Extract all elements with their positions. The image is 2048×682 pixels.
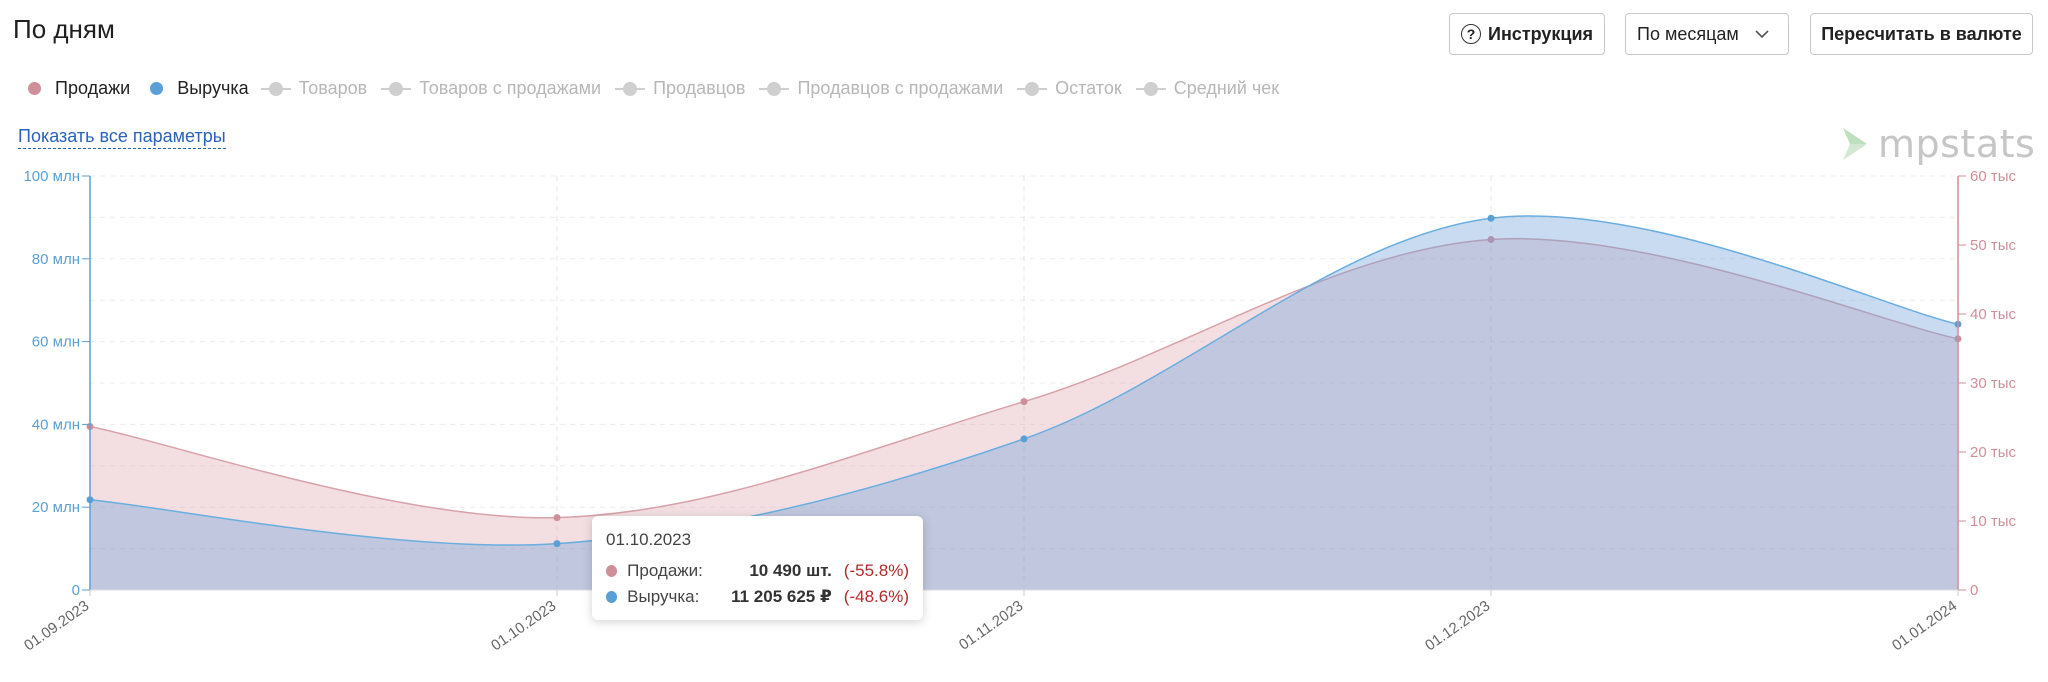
y-right-tick-label: 30 тыс — [1970, 375, 2017, 392]
series-line-revenue — [89, 215, 1959, 546]
chart-legend: Продажи Выручка Товаров Товаров с продаж… — [28, 78, 1293, 99]
tooltip-row-revenue: Выручка: 11 205 625 ₽ (-48.6%) — [606, 584, 909, 610]
tooltip-date: 01.10.2023 — [606, 530, 692, 549]
legend-item-products[interactable]: Товаров — [260, 78, 368, 99]
legend-dot — [150, 82, 164, 95]
tooltip-label: Выручка: — [627, 587, 700, 606]
legend-item-sales[interactable]: Продажи — [28, 78, 130, 99]
tooltip-row-sales: Продажи: 10 490 шт. (-55.8%) — [606, 558, 909, 584]
legend-item-average-check[interactable]: Средний чек — [1135, 78, 1280, 99]
mpstats-logo-icon — [1843, 128, 1867, 160]
legend-item-sellers-with-sales[interactable]: Продавцов с продажами — [759, 78, 1003, 99]
period-select-value: По месяцам — [1637, 23, 1739, 44]
tooltip-change: (-55.8%) — [843, 561, 909, 580]
y-right-tick-label: 10 тыс — [1970, 513, 2017, 530]
data-point-revenue — [1020, 435, 1028, 443]
legend-label: Продажи — [55, 78, 131, 98]
y-left-tick-label: 20 млн — [32, 499, 80, 516]
instruction-button[interactable]: ? Инструкция — [1449, 13, 1605, 55]
currency-convert-button[interactable]: Пересчитать в валюте — [1810, 13, 2033, 55]
y-left-tick-label: 100 млн — [23, 168, 80, 185]
legend-inactive-icon — [1135, 81, 1166, 96]
tooltip-dot — [606, 565, 618, 577]
y-left-tick-label: 80 млн — [32, 251, 80, 268]
legend-label: Остаток — [1055, 78, 1122, 98]
show-all-params-link[interactable]: Показать все параметры — [18, 126, 226, 149]
question-icon: ? — [1461, 24, 1481, 44]
chevron-down-icon — [1755, 30, 1769, 39]
legend-label: Продавцов с продажами — [797, 78, 1004, 98]
y-left-tick-label: 40 млн — [32, 416, 80, 433]
y-right-tick-label: 40 тыс — [1970, 306, 2017, 323]
data-point-revenue — [1487, 214, 1495, 222]
y-left-tick-label: 60 млн — [32, 334, 80, 351]
x-tick-label: 01.09.2023 — [21, 597, 92, 654]
y-right-tick-label: 60 тыс — [1970, 168, 2017, 185]
data-point-sales — [553, 514, 561, 522]
legend-inactive-icon — [1017, 81, 1048, 96]
tooltip-value: 10 490 шт. — [749, 561, 832, 580]
x-tick-label: 01.01.2024 — [1889, 597, 1960, 654]
tooltip-change: (-48.6%) — [843, 587, 909, 606]
legend-label: Товаров с продажами — [419, 78, 602, 98]
legend-label: Товаров — [298, 78, 368, 98]
legend-label: Средний чек — [1173, 78, 1280, 98]
mpstats-logo: mpstats — [1840, 122, 2035, 166]
legend-dot — [28, 82, 41, 95]
y-right-tick-label: 50 тыс — [1970, 237, 2017, 254]
page-title: По дням — [13, 14, 115, 44]
data-point-revenue — [553, 540, 561, 548]
tooltip-label: Продажи: — [627, 561, 703, 580]
series-area-revenue — [90, 215, 1958, 590]
x-tick-label: 01.10.2023 — [488, 597, 559, 654]
y-right-tick-label: 20 тыс — [1970, 444, 2017, 461]
legend-label: Выручка — [177, 78, 249, 98]
y-right-tick-label: 0 — [1970, 582, 1978, 599]
legend-item-revenue[interactable]: Выручка — [150, 78, 249, 99]
logo-text: mpstats — [1878, 122, 2036, 166]
data-point-sales — [1487, 235, 1495, 243]
instruction-label: Инструкция — [1488, 23, 1594, 44]
legend-item-products-with-sales[interactable]: Товаров с продажами — [381, 78, 601, 99]
tooltip-value: 11 205 625 ₽ — [731, 587, 832, 606]
period-select[interactable]: По месяцам — [1625, 13, 1789, 55]
currency-convert-label: Пересчитать в валюте — [1821, 23, 2022, 44]
x-tick-label: 01.11.2023 — [956, 597, 1026, 653]
legend-inactive-icon — [260, 81, 291, 96]
tooltip-dot — [606, 591, 618, 603]
x-tick-label: 01.12.2023 — [1422, 597, 1493, 654]
series-area-sales — [90, 238, 1958, 590]
y-left-tick-label: 0 — [72, 582, 80, 599]
legend-item-stock[interactable]: Остаток — [1017, 78, 1122, 99]
legend-item-sellers[interactable]: Продавцов — [615, 78, 745, 99]
legend-inactive-icon — [615, 81, 646, 96]
legend-inactive-icon — [759, 81, 790, 96]
chart-tooltip: 01.10.2023 Продажи: 10 490 шт. (-55.8%) … — [592, 516, 923, 620]
legend-label: Продавцов — [653, 78, 746, 98]
data-point-sales — [1020, 398, 1028, 406]
legend-inactive-icon — [381, 81, 412, 96]
